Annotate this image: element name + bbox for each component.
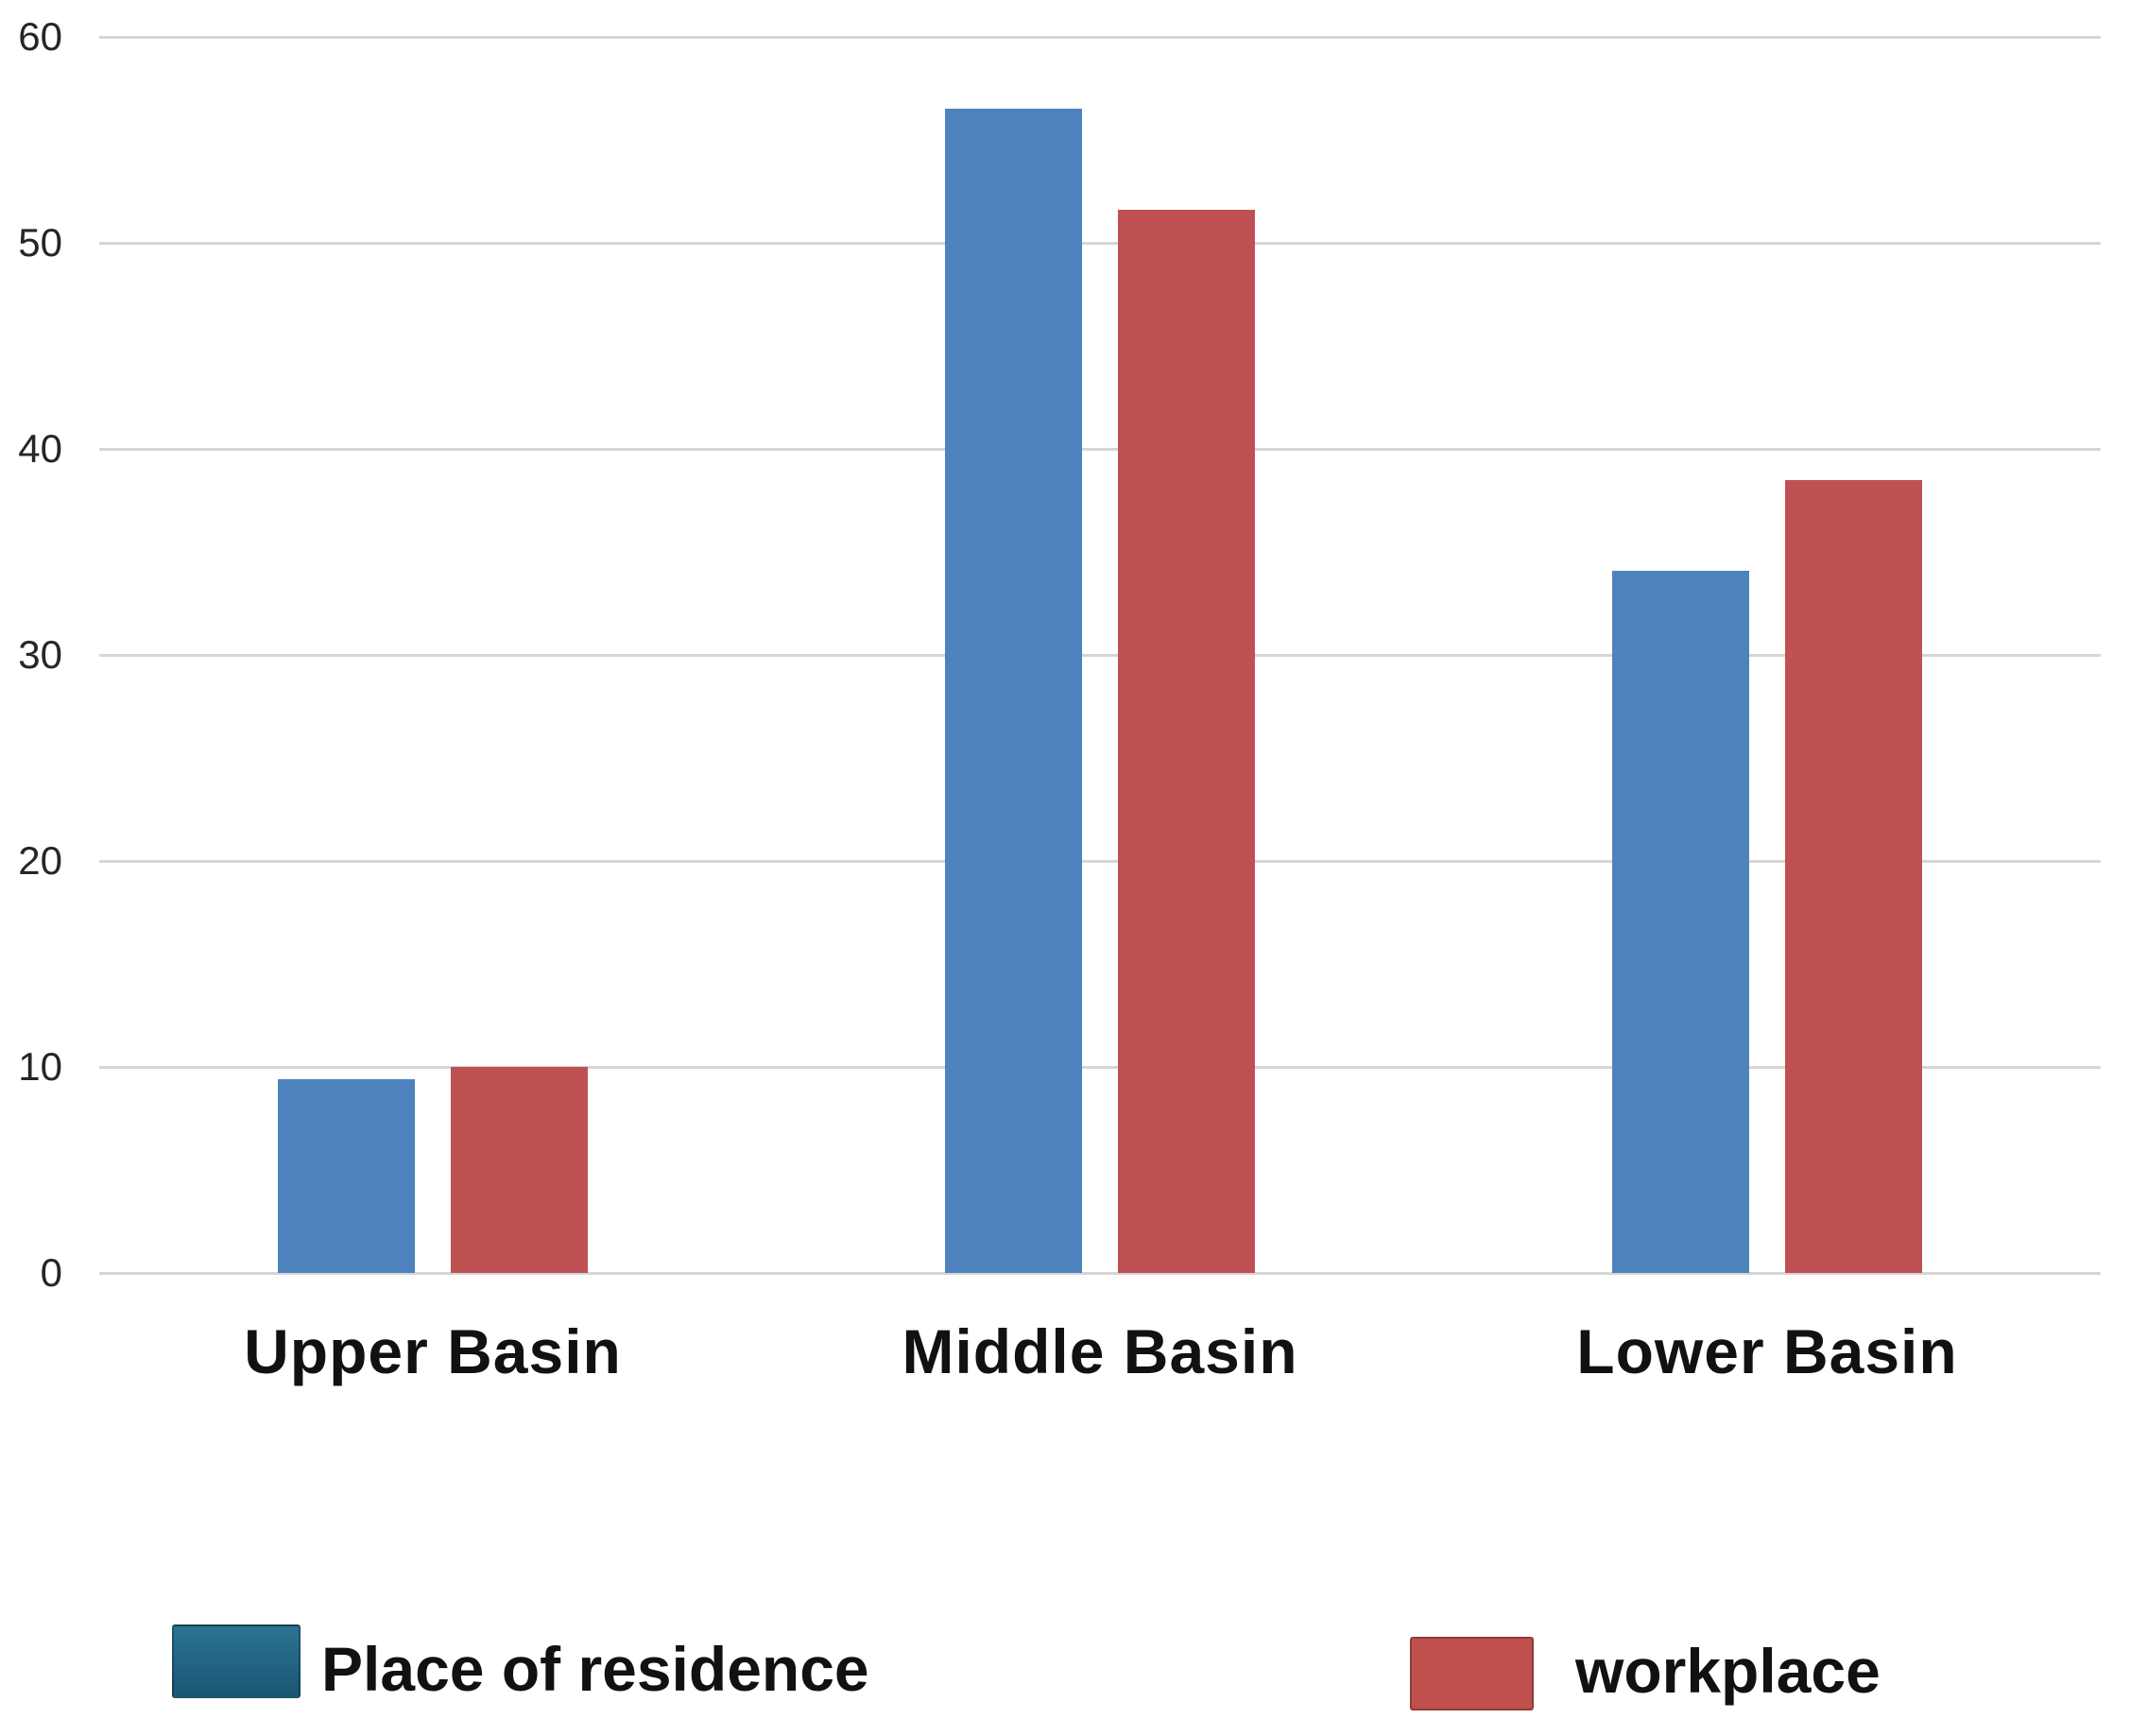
plot-area [99, 35, 2101, 1275]
legend-label-workplace: workplace [1575, 1636, 1881, 1706]
legend-swatch-workplace [1410, 1637, 1534, 1710]
x-category-label-middle-basin: Middle Basin [902, 1316, 1298, 1386]
y-tick-label-10: 10 [18, 1044, 62, 1089]
y-tick-label-0: 0 [40, 1250, 62, 1295]
y-tick-label-20: 20 [18, 838, 62, 883]
legend-item-workplace: workplace [1410, 1636, 1881, 1710]
x-category-label-lower-basin: Lower Basin [1576, 1316, 1958, 1386]
gridline-50 [99, 241, 2101, 245]
y-tick-label-50: 50 [18, 220, 62, 265]
gridline-10 [99, 1065, 2101, 1069]
legend-item-place-of-residence: Place of residence [172, 1618, 869, 1705]
bar-group-lower-basin [1434, 37, 2101, 1273]
x-category-label-upper-basin: Upper Basin [244, 1316, 622, 1386]
bar-place-of-residence-middle-basin [945, 109, 1082, 1273]
gridline-40 [99, 447, 2101, 451]
x-axis: Upper Basin Middle Basin Lower Basin [99, 1315, 2101, 1387]
gridline-20 [99, 859, 2101, 863]
legend-label-place-of-residence: Place of residence [321, 1634, 869, 1704]
gridline-60 [99, 35, 2101, 39]
gridline-0 [99, 1271, 2101, 1275]
y-tick-label-60: 60 [18, 14, 62, 59]
bar-workplace-middle-basin [1118, 210, 1255, 1273]
y-tick-label-30: 30 [18, 632, 62, 677]
bar-groups [99, 37, 2101, 1273]
bar-place-of-residence-lower-basin [1612, 570, 1749, 1273]
legend-swatch-place-of-residence [172, 1624, 301, 1698]
bar-workplace-upper-basin [451, 1067, 588, 1273]
bar-group-middle-basin [766, 37, 1434, 1273]
bar-workplace-lower-basin [1785, 479, 1922, 1273]
bar-place-of-residence-upper-basin [278, 1079, 415, 1273]
gridline-30 [99, 653, 2101, 657]
y-tick-label-40: 40 [18, 426, 62, 471]
y-axis: 0 10 20 30 40 50 60 [0, 14, 62, 1295]
bar-group-upper-basin [99, 37, 766, 1273]
